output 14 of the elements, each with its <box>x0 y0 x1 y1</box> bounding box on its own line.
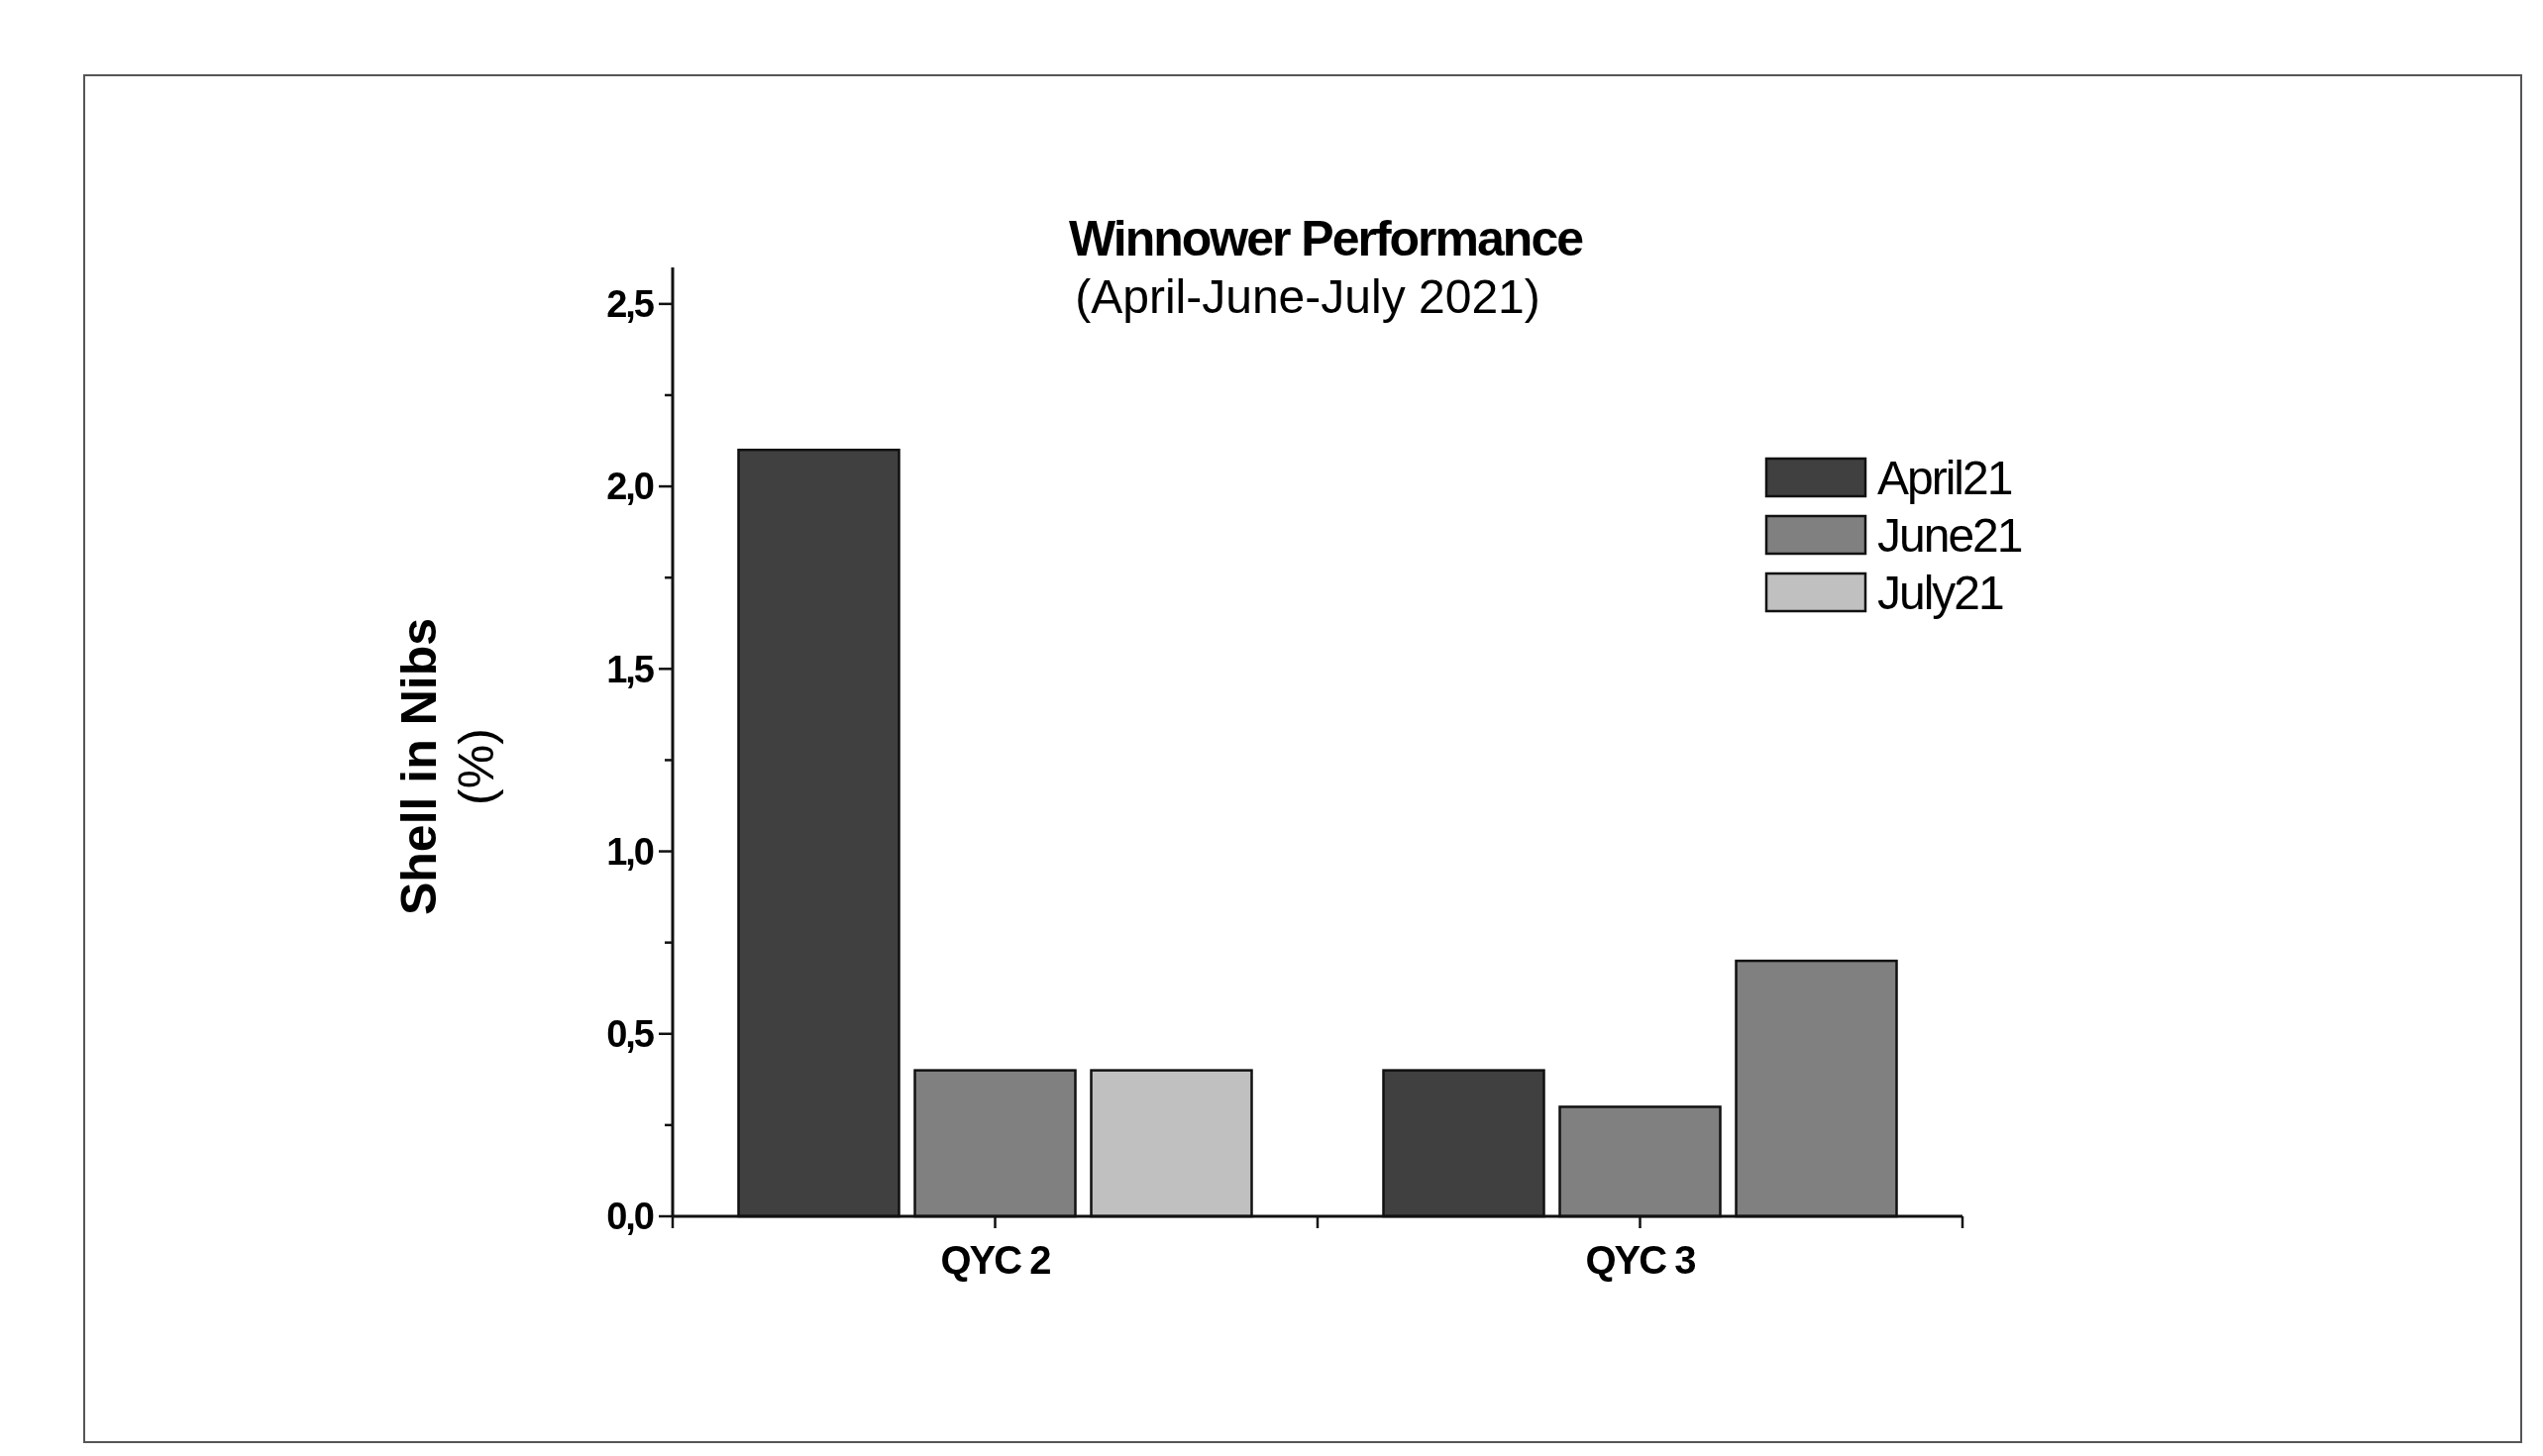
legend-label: April21 <box>1877 451 2012 504</box>
x-tick-label: QYC 3 <box>1585 1238 1696 1282</box>
x-tick-label: QYC 2 <box>940 1238 1051 1282</box>
y-tick-label: 1,0 <box>606 830 654 873</box>
y-tick-label: 0,0 <box>606 1196 654 1238</box>
legend-label: July21 <box>1877 566 2004 619</box>
y-tick-label: 1,5 <box>606 648 655 690</box>
y-tick-label: 2,5 <box>606 283 655 326</box>
y-tick-label: 2,0 <box>606 466 654 508</box>
chart-title: Winnower Performance <box>1068 211 1584 266</box>
chart-subtitle: (April-June-July 2021) <box>1075 270 1540 323</box>
y-tick-label: 0,5 <box>606 1013 655 1056</box>
legend-label: June21 <box>1877 508 2022 562</box>
y-axis-title: Shell in Nibs (%) <box>391 617 504 916</box>
